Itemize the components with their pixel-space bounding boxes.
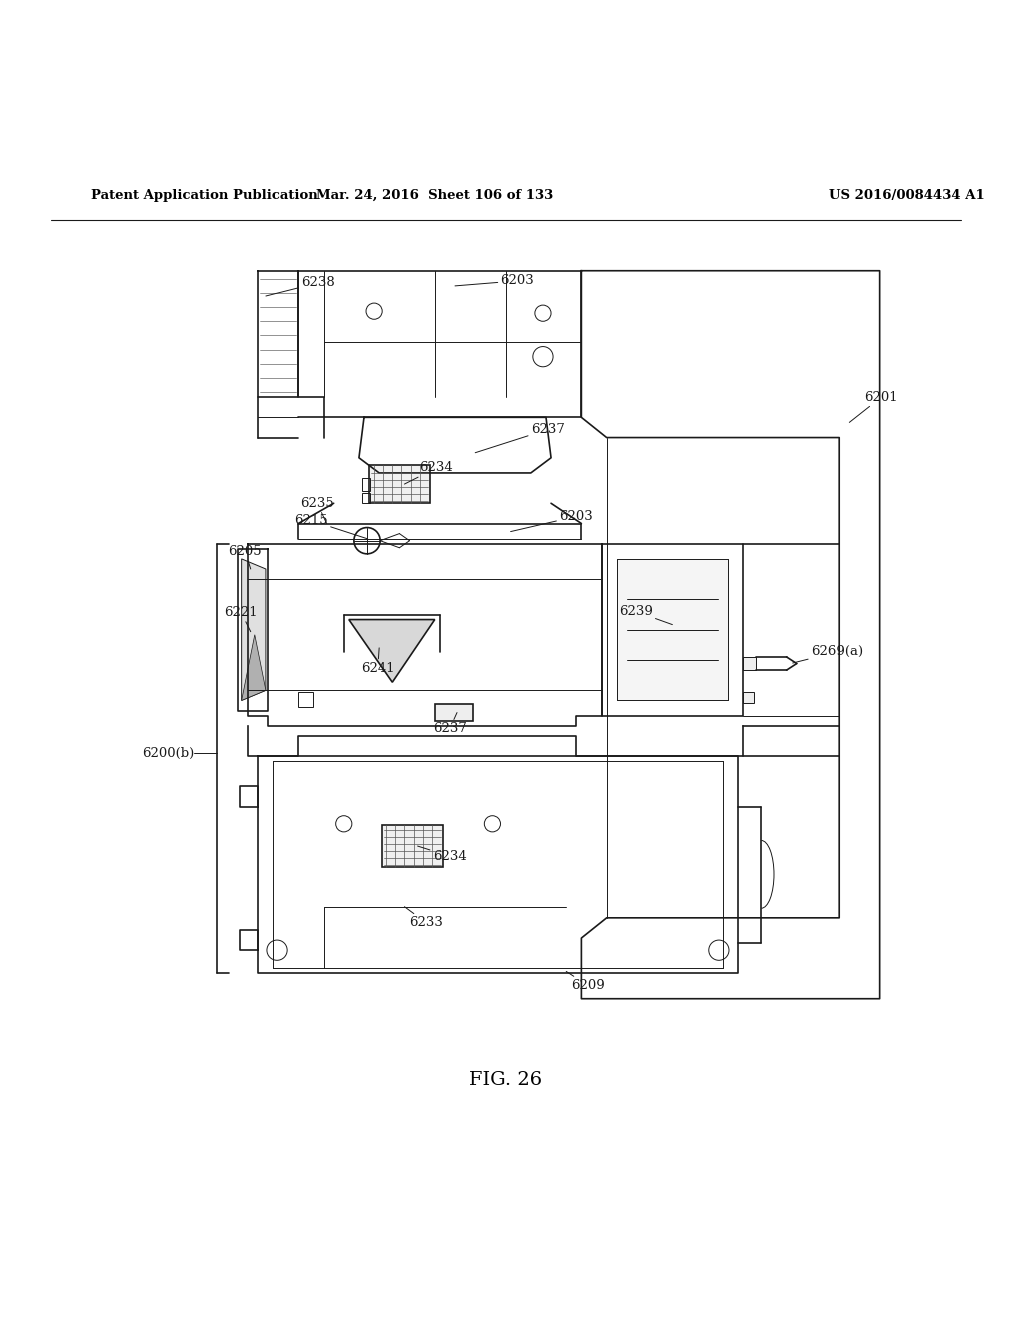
Text: 6234: 6234 [418, 846, 467, 863]
Polygon shape [349, 619, 435, 682]
Text: 6203: 6203 [511, 510, 593, 532]
Text: 6239: 6239 [618, 605, 673, 624]
Bar [743, 657, 757, 671]
Bar [361, 494, 370, 503]
Text: 6237: 6237 [475, 422, 564, 453]
Text: 6238: 6238 [266, 276, 335, 296]
Bar [435, 705, 473, 721]
Text: 6241: 6241 [361, 648, 394, 675]
Bar [369, 465, 430, 503]
Bar [298, 693, 313, 706]
Text: 6209: 6209 [566, 972, 605, 993]
Text: Patent Application Publication: Patent Application Publication [91, 189, 317, 202]
Text: 6269(a): 6269(a) [793, 645, 863, 663]
Text: FIG. 26: FIG. 26 [469, 1071, 542, 1089]
Polygon shape [242, 635, 266, 701]
Text: 6203: 6203 [455, 275, 535, 288]
Text: 6205: 6205 [228, 545, 262, 569]
Text: 6221: 6221 [224, 606, 258, 632]
Text: 6237: 6237 [433, 713, 467, 735]
Text: 6233: 6233 [404, 907, 443, 929]
Bar [361, 478, 370, 491]
Text: 6201: 6201 [849, 391, 898, 422]
Text: Mar. 24, 2016  Sheet 106 of 133: Mar. 24, 2016 Sheet 106 of 133 [316, 189, 553, 202]
Polygon shape [242, 558, 266, 701]
Text: US 2016/0084434 A1: US 2016/0084434 A1 [829, 189, 985, 202]
Text: 6200(b): 6200(b) [142, 747, 195, 759]
Text: 6235: 6235 [300, 496, 334, 524]
Bar [616, 558, 728, 701]
Text: 6234: 6234 [404, 462, 454, 484]
Bar [382, 825, 442, 867]
Text: 6215: 6215 [294, 513, 367, 539]
Bar [743, 693, 755, 704]
